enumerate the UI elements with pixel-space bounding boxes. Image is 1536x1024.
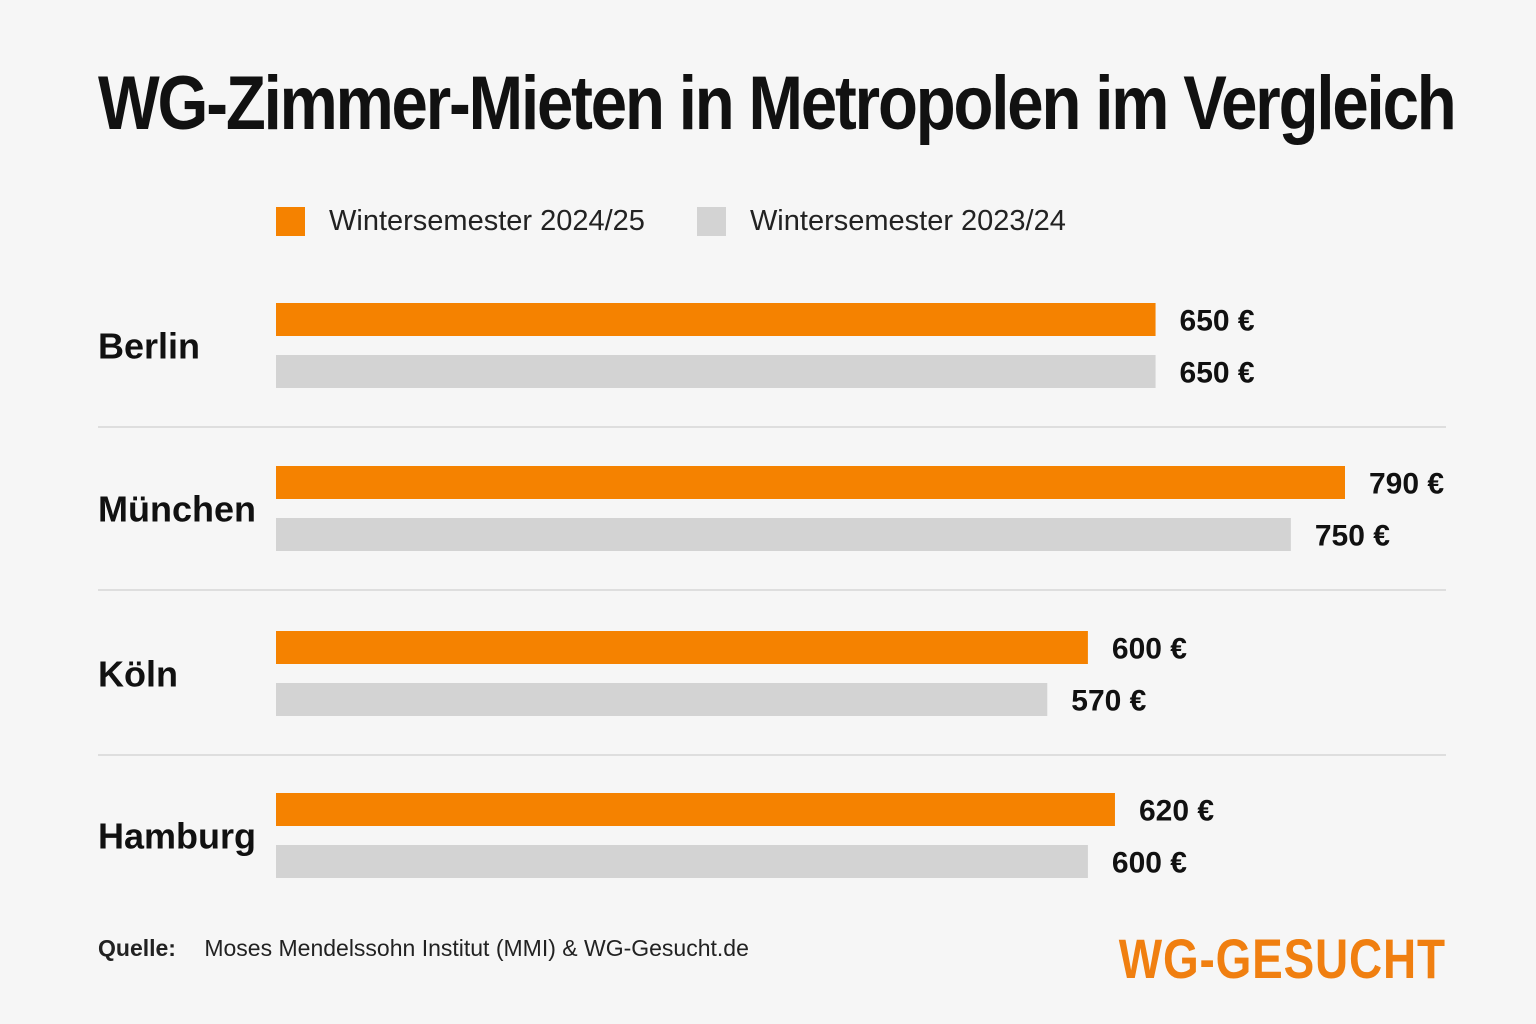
category-label: München	[98, 489, 256, 530]
value-label: 650 €	[1180, 305, 1255, 338]
bar-current	[276, 303, 1156, 336]
value-label: 600 €	[1112, 633, 1187, 666]
bar-previous	[276, 683, 1048, 716]
source-note: Quelle: Moses Mendelssohn Institut (MMI)…	[98, 935, 749, 962]
brand-logo: WG-GESUCHT	[1118, 927, 1446, 990]
bar-current	[276, 793, 1115, 826]
value-label: 600 €	[1112, 847, 1187, 880]
legend-label-0: Wintersemester 2024/25	[329, 204, 645, 237]
bar-previous	[276, 518, 1291, 551]
legend-swatch-0	[276, 206, 305, 236]
value-label: 750 €	[1315, 520, 1390, 553]
value-label: 650 €	[1180, 357, 1255, 390]
category-label: Hamburg	[98, 816, 256, 857]
legend: Wintersemester 2024/25 Wintersemester 202…	[276, 203, 1118, 239]
legend-item-0: Wintersemester 2024/25	[276, 205, 645, 238]
chart-title: WG-Zimmer-Mieten in Metropolen im Vergle…	[98, 61, 1457, 146]
value-label: 620 €	[1139, 795, 1214, 828]
bar-previous	[276, 845, 1088, 878]
category-label: Berlin	[98, 326, 200, 367]
bar-current	[276, 466, 1345, 499]
bar-previous	[276, 355, 1156, 388]
legend-swatch-1	[696, 206, 726, 236]
legend-item-1: Wintersemester 2023/24	[696, 204, 1066, 238]
value-label: 570 €	[1071, 685, 1146, 718]
source-label: Quelle:	[98, 935, 176, 961]
source-text: Moses Mendelssohn Institut (MMI) & WG-Ge…	[204, 935, 749, 961]
value-label: 790 €	[1369, 468, 1444, 501]
legend-label-1: Wintersemester 2023/24	[749, 204, 1066, 237]
bar-current	[276, 631, 1088, 664]
category-label: Köln	[98, 654, 178, 695]
